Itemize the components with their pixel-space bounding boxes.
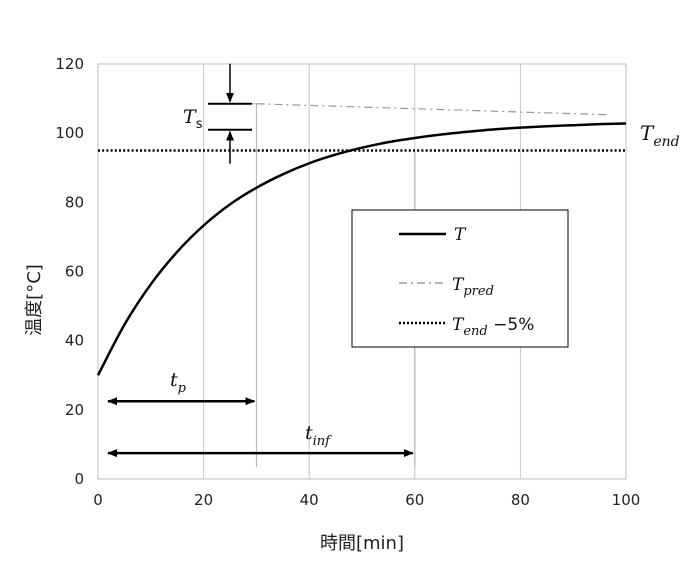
x-tick-label: 80	[511, 491, 530, 509]
legend-label-end: Tend −5%	[452, 315, 534, 339]
tinf-label: tinf	[305, 422, 332, 449]
x-axis-label: 時間[min]	[320, 533, 404, 554]
legend: T Tpred Tend −5%	[351, 209, 569, 348]
t-end-label: Tend	[640, 121, 680, 150]
x-tick-label: 40	[300, 491, 319, 509]
x-tick-label: 60	[405, 491, 424, 509]
y-tick-labels: 0 20 40 60 80 100 120	[55, 55, 84, 488]
x-tick-labels: 0 20 40 60 80 100	[93, 491, 640, 509]
x-tick-label: 0	[93, 491, 103, 509]
series-line-pred	[256, 103, 611, 116]
legend-box	[351, 209, 569, 348]
y-tick-label: 120	[55, 55, 84, 73]
y-tick-label: 40	[65, 332, 84, 350]
ts-label: Ts	[183, 106, 203, 132]
legend-label-t: T	[454, 225, 467, 245]
y-tick-label: 60	[65, 263, 84, 281]
y-tick-label: 0	[74, 470, 84, 488]
x-tick-label: 100	[612, 491, 641, 509]
y-tick-label: 100	[55, 124, 84, 142]
ts-markers	[208, 63, 257, 164]
y-tick-label: 20	[65, 401, 84, 419]
span-arrows	[107, 397, 414, 458]
legend-label-pred: Tpred	[452, 275, 494, 299]
y-tick-label: 80	[65, 193, 84, 211]
series-group	[96, 103, 627, 376]
tp-label: tp	[170, 369, 187, 396]
y-axis-label: 温度[°C]	[24, 264, 45, 336]
x-tick-label: 20	[194, 491, 213, 509]
series-line-t	[96, 122, 627, 376]
